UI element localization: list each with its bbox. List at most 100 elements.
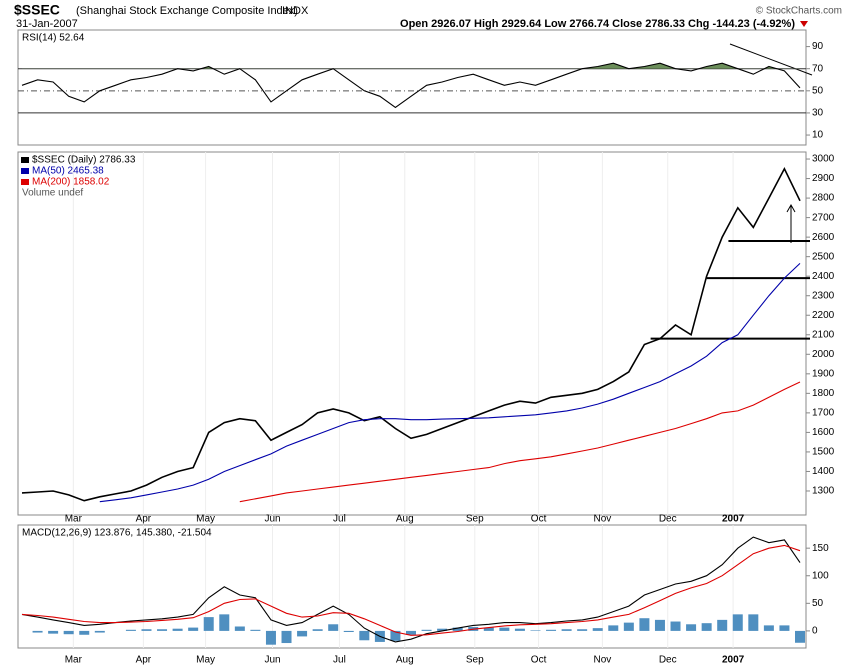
histogram-bar: [499, 627, 510, 631]
legend-label: Volume undef: [22, 188, 83, 199]
x-tick-label: Jun: [264, 514, 280, 525]
y-tick-label: 100: [812, 570, 829, 581]
histogram-bar: [592, 628, 603, 631]
histogram-bar: [250, 629, 261, 631]
y-tick-label: 10: [812, 130, 824, 141]
legend-label: MA(200) 1858.02: [32, 177, 110, 188]
histogram-bar: [514, 628, 525, 631]
x-tick-label: May: [196, 514, 215, 525]
y-tick-label: 2800: [812, 193, 835, 204]
legend-label: MA(50) 2465.38: [32, 166, 104, 177]
histogram-bar: [546, 629, 557, 631]
histogram-bar: [530, 630, 541, 631]
x-tick-label: 2007: [722, 655, 745, 666]
histogram-bar: [639, 618, 650, 631]
y-tick-label: 0: [812, 626, 818, 637]
histogram-bar: [608, 625, 619, 631]
y-tick-label: 2000: [812, 349, 835, 360]
histogram-bar: [312, 629, 323, 631]
x-tick-label: Aug: [396, 514, 414, 525]
histogram-bar: [234, 626, 245, 631]
x-tick-label: Sep: [466, 655, 484, 666]
histogram-bar: [328, 624, 339, 631]
y-tick-label: 1700: [812, 408, 835, 419]
rsi-frame: [17, 29, 807, 146]
histogram-bar: [483, 627, 494, 631]
legend-label: $SSEC (Daily) 2786.33: [32, 155, 136, 166]
histogram-bar: [561, 629, 572, 631]
index-name: (Shanghai Stock Exchange Composite Index…: [76, 5, 298, 17]
y-tick-label: 50: [812, 598, 824, 609]
y-tick-label: 2100: [812, 329, 835, 340]
x-tick-label: Oct: [531, 655, 547, 666]
y-tick-label: 1400: [812, 466, 835, 477]
x-tick-label: Mar: [65, 514, 83, 525]
x-tick-label: Jul: [333, 655, 346, 666]
series-line: [239, 381, 801, 503]
histogram-bar: [717, 619, 728, 631]
histogram-bar: [203, 617, 214, 631]
histogram-bar: [125, 629, 136, 631]
quote: Open 2926.07 High 2929.64 Low 2766.74 Cl…: [400, 18, 795, 30]
y-tick-label: 150: [812, 543, 829, 554]
histogram-bar: [219, 614, 230, 631]
y-tick-label: 2900: [812, 173, 835, 184]
histogram-bar: [157, 629, 168, 631]
x-tick-label: Jun: [264, 655, 280, 666]
x-tick-label: Apr: [136, 514, 152, 525]
histogram-bar: [343, 630, 354, 633]
y-tick-label: 1500: [812, 447, 835, 458]
histogram-bar: [437, 628, 448, 631]
y-tick-label: 1600: [812, 427, 835, 438]
series-line: [21, 167, 801, 502]
legend-swatch: [21, 157, 29, 163]
y-tick-label: 2400: [812, 271, 835, 282]
histogram-bar: [701, 623, 712, 631]
histogram-bar: [390, 630, 401, 641]
legend-swatch: [21, 168, 29, 174]
histogram-bar: [654, 619, 665, 631]
y-tick-label: 1300: [812, 486, 835, 497]
y-tick-label: 2500: [812, 251, 835, 262]
y-tick-label: 50: [812, 85, 824, 96]
histogram-bar: [406, 630, 416, 635]
histogram-bar: [359, 630, 370, 641]
histogram-bar: [732, 614, 743, 631]
histogram-bar: [748, 614, 759, 631]
down-arrow: [800, 21, 808, 27]
overbought-area: [22, 63, 800, 69]
histogram-bar: [452, 627, 463, 631]
panel-title: MACD(12,26,9) 123.876, 145.380, -21.504: [22, 528, 212, 539]
y-tick-label: 70: [812, 63, 824, 74]
histogram-bar: [141, 629, 152, 631]
series-line: [21, 544, 801, 636]
x-tick-label: 2007: [722, 514, 745, 525]
x-tick-label: Nov: [593, 514, 611, 525]
x-tick-label: Dec: [659, 655, 677, 666]
histogram-bar: [94, 630, 105, 633]
price-arrow: [786, 203, 796, 243]
x-tick-label: Sep: [466, 514, 484, 525]
histogram-bar: [763, 625, 774, 631]
macd-frame: [17, 524, 807, 649]
date: 31-Jan-2007: [16, 18, 78, 30]
y-tick-label: 2700: [812, 212, 835, 223]
y-tick-label: 90: [812, 41, 824, 52]
x-tick-label: Nov: [593, 655, 611, 666]
histogram-bar: [421, 629, 432, 631]
panel-title: RSI(14) 52.64: [22, 33, 85, 44]
histogram-bar: [79, 630, 90, 635]
histogram-bar: [623, 622, 634, 631]
x-tick-label: Mar: [65, 655, 83, 666]
y-tick-label: 2200: [812, 310, 835, 321]
y-tick-label: 30: [812, 108, 824, 119]
legend-swatch: [21, 179, 29, 185]
series-line: [21, 536, 801, 643]
histogram-bar: [48, 630, 59, 634]
x-tick-label: Oct: [531, 514, 547, 525]
histogram-bar: [297, 630, 308, 637]
exchange: INDX: [282, 5, 309, 17]
rsi-trendline: [729, 43, 813, 76]
histogram-bar: [670, 621, 681, 631]
